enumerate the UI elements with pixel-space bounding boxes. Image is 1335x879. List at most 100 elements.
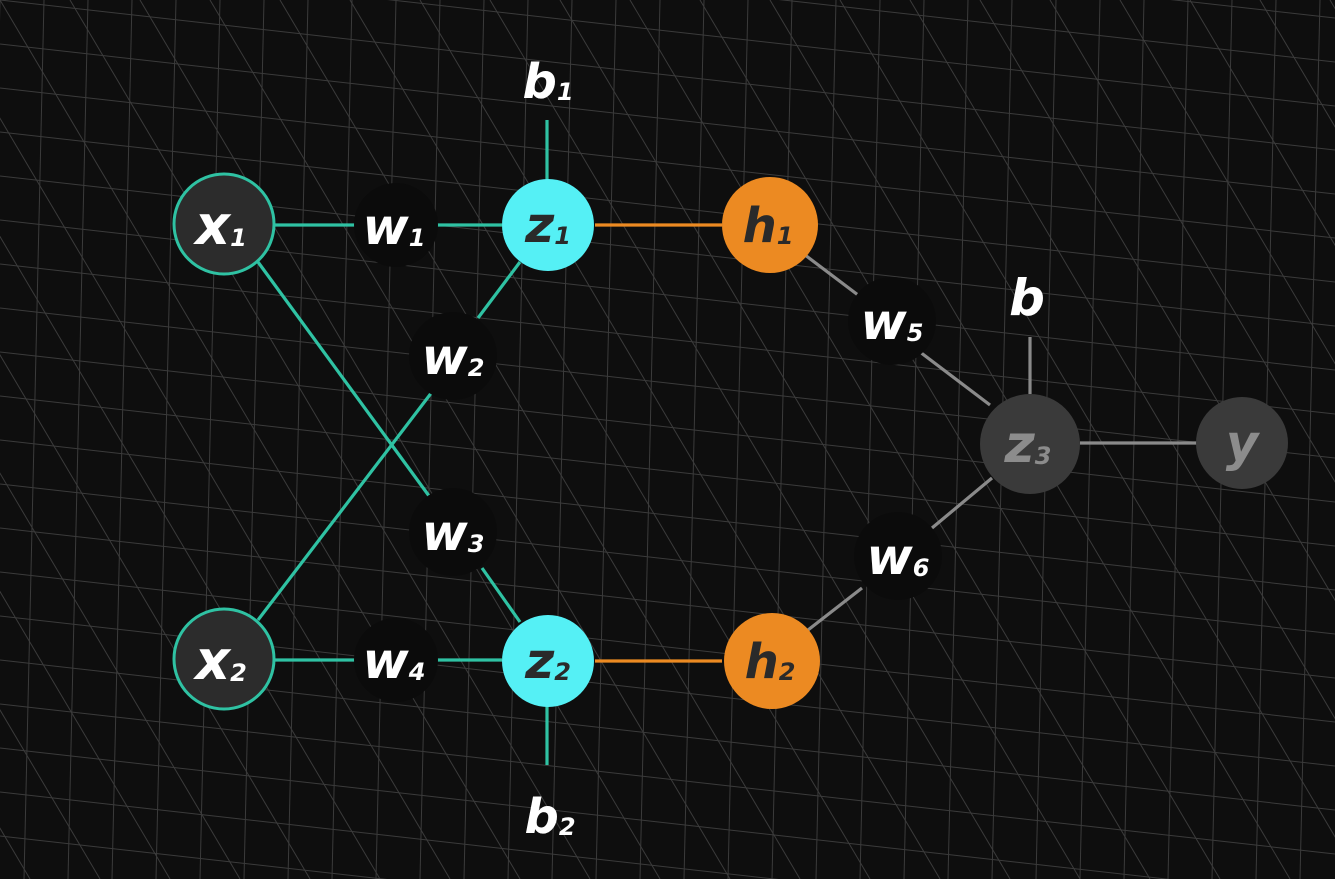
grid-line-horizontal [0,87,1335,239]
weight-w6-label: w [867,528,914,586]
svg-text:z1: z1 [524,196,571,254]
edge-w5-z3 [919,350,991,407]
bias-b2-label: b [524,789,558,845]
grid-line-horizontal [0,0,1335,151]
nodes: x1 x2 z1 z2 h1 h2 z3 [172,172,1288,711]
svg-text:w5: w5 [861,293,924,351]
svg-text:w2: w2 [422,328,485,386]
weight-w1: w1 [354,183,438,267]
node-z3-subscript: 3 [1035,442,1052,470]
weight-w3-label: w [422,504,469,562]
bias-b1-label: b [522,54,556,110]
edge-x2-w2 [256,391,434,621]
grid-line-horizontal [778,0,1335,63]
grid-line-vertical [67,0,89,879]
grid-line-horizontal [0,131,1335,283]
grid-line-horizontal [0,439,1335,591]
svg-text:w6: w6 [867,528,930,586]
input-node-x1: x1 [172,172,276,276]
output-node-z3: z3 [980,394,1080,494]
grid-line-vertical [287,0,309,879]
weight-w1-label: w [363,198,410,256]
grid-line-vertical [1123,0,1145,879]
weight-w2: w2 [409,312,497,400]
edges [256,120,1197,765]
grid-line-diagonal [559,0,1081,879]
bias-b2: b2 [524,789,575,845]
grid-line-vertical [595,0,617,879]
grid-line-diagonal [839,0,1335,838]
weight-w4-subscript: 4 [408,658,426,686]
bias-b2-subscript: 2 [559,813,576,841]
grid-line-vertical [243,0,265,879]
grid-line-horizontal [0,791,779,879]
svg-text:h2: h2 [745,634,796,690]
grid-line-horizontal [0,747,1171,879]
grid-line-diagonal [0,472,241,879]
svg-text:w3: w3 [422,504,485,562]
grid-line-diagonal [279,0,801,879]
node-x2-subscript: 2 [230,659,247,687]
grid-line-horizontal [0,263,1335,415]
weight-w5-subscript: 5 [907,319,924,347]
weight-w4-label: w [363,632,410,690]
weight-w6-subscript: 6 [913,554,930,582]
svg-text:w4: w4 [363,632,426,690]
svg-text:z2: z2 [524,632,571,690]
weight-w2-label: w [422,328,469,386]
edge-w3-z2 [480,567,522,623]
edge-h1-w5 [804,253,859,297]
grid-line-diagonal [0,590,171,879]
weight-w6: w6 [854,512,942,600]
node-z1-subscript: 1 [554,222,571,250]
weight-w2-subscript: 2 [468,354,485,382]
grid-line-horizontal [0,703,1335,855]
svg-text:w1: w1 [363,198,426,256]
grid-line-vertical [859,0,881,879]
grid-line-vertical [551,0,573,879]
grid-line-diagonal [0,117,451,879]
bias-b-label: b [1009,269,1045,327]
bias-b1-subscript: 1 [557,78,574,106]
node-h2-label: h [745,634,779,690]
weight-w3-subscript: 3 [468,530,485,558]
grid-line-diagonal [0,0,521,879]
grid-line-horizontal [0,43,1335,195]
grid-line-horizontal [0,483,1335,635]
node-z3-label: z [1004,415,1036,475]
grid-line-diagonal [0,235,381,879]
activation-node-h2: h2 [724,613,820,709]
grid-line-vertical [815,0,837,879]
grid-line-horizontal [0,835,388,879]
grid-line-vertical [727,0,749,879]
node-y-label: y [1226,414,1261,472]
node-x1-subscript: 1 [230,224,247,252]
grid-line-diagonal [629,0,1151,879]
svg-text:z3: z3 [1004,415,1052,475]
grid-line-vertical [199,0,221,879]
grid-line-diagonal [69,0,591,879]
node-z2-subscript: 2 [554,658,571,686]
biases: b1 b2 b [522,54,1044,845]
hidden-node-z1: z1 [502,179,594,271]
svg-text:h1: h1 [743,198,794,254]
weight-w1-subscript: 1 [409,224,426,252]
edge-w6-z3 [930,476,994,530]
edge-h2-w6 [807,586,863,632]
svg-text:x1: x1 [192,194,247,257]
grid-line-diagonal [1189,0,1335,247]
grid-line-vertical [683,0,705,879]
grid-line-vertical [947,0,969,879]
grid-line-diagonal [419,0,941,879]
node-h1-label: h [743,198,777,254]
grid-line-vertical [903,0,925,879]
activation-node-h1: h1 [722,177,818,273]
grid-line-diagonal [1049,0,1335,483]
grid-line-vertical [1167,0,1189,879]
edge-w2-z1 [476,261,522,319]
svg-text:x2: x2 [192,629,247,692]
grid-line-vertical [1079,0,1101,879]
